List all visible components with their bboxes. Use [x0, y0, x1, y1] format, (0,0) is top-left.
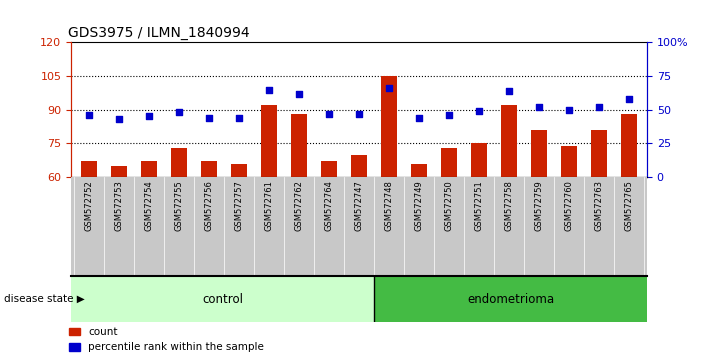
Text: disease state ▶: disease state ▶	[4, 294, 85, 304]
Bar	[111, 166, 127, 177]
Text: GSM572747: GSM572747	[355, 180, 363, 231]
Point	[533, 104, 545, 110]
Bar	[201, 161, 218, 177]
Text: GSM572762: GSM572762	[294, 180, 304, 231]
Text: GSM572748: GSM572748	[385, 180, 394, 231]
Text: GSM572754: GSM572754	[144, 180, 154, 231]
Bar	[501, 105, 518, 177]
Text: GSM572758: GSM572758	[505, 180, 513, 231]
Point	[503, 88, 515, 94]
Bar	[381, 76, 397, 177]
Text: GSM572749: GSM572749	[415, 180, 424, 231]
Point	[413, 115, 424, 121]
Bar	[471, 143, 487, 177]
Bar	[171, 148, 187, 177]
Bar	[531, 130, 547, 177]
Point	[593, 104, 604, 110]
Point	[474, 108, 485, 114]
Bar	[351, 155, 368, 177]
Text: GSM572759: GSM572759	[535, 180, 543, 231]
Point	[353, 111, 365, 116]
Point	[563, 107, 574, 113]
Point	[383, 85, 395, 91]
Legend: count, percentile rank within the sample: count, percentile rank within the sample	[69, 327, 264, 352]
Text: GSM572750: GSM572750	[444, 180, 454, 231]
Bar	[291, 114, 307, 177]
Text: GSM572757: GSM572757	[235, 180, 244, 231]
Bar	[141, 161, 157, 177]
Text: GSM572760: GSM572760	[565, 180, 574, 231]
Point	[173, 110, 185, 115]
Point	[114, 116, 125, 122]
Text: endometrioma: endometrioma	[467, 293, 554, 306]
Point	[83, 112, 95, 118]
Point	[233, 115, 245, 121]
Text: GSM572755: GSM572755	[175, 180, 183, 231]
Bar	[591, 130, 607, 177]
Text: GSM572765: GSM572765	[624, 180, 634, 231]
Point	[624, 96, 635, 102]
Bar	[441, 148, 457, 177]
Bar	[81, 161, 97, 177]
Text: control: control	[202, 293, 243, 306]
Point	[144, 114, 155, 119]
Text: GSM572756: GSM572756	[205, 180, 213, 231]
Point	[263, 87, 274, 92]
Bar	[231, 164, 247, 177]
Text: GSM572764: GSM572764	[324, 180, 333, 231]
Point	[294, 91, 305, 96]
Text: GDS3975 / ILMN_1840994: GDS3975 / ILMN_1840994	[68, 26, 250, 40]
Bar	[411, 164, 427, 177]
Bar	[374, 276, 647, 322]
Bar	[621, 114, 637, 177]
Text: GSM572761: GSM572761	[264, 180, 274, 231]
Text: GSM572751: GSM572751	[474, 180, 483, 231]
Bar	[261, 105, 277, 177]
Point	[203, 115, 215, 121]
Point	[444, 112, 455, 118]
Bar	[321, 161, 337, 177]
Text: GSM572752: GSM572752	[85, 180, 94, 231]
Text: GSM572753: GSM572753	[114, 180, 124, 231]
Text: GSM572763: GSM572763	[594, 180, 604, 231]
Point	[324, 111, 335, 116]
Bar	[561, 145, 577, 177]
